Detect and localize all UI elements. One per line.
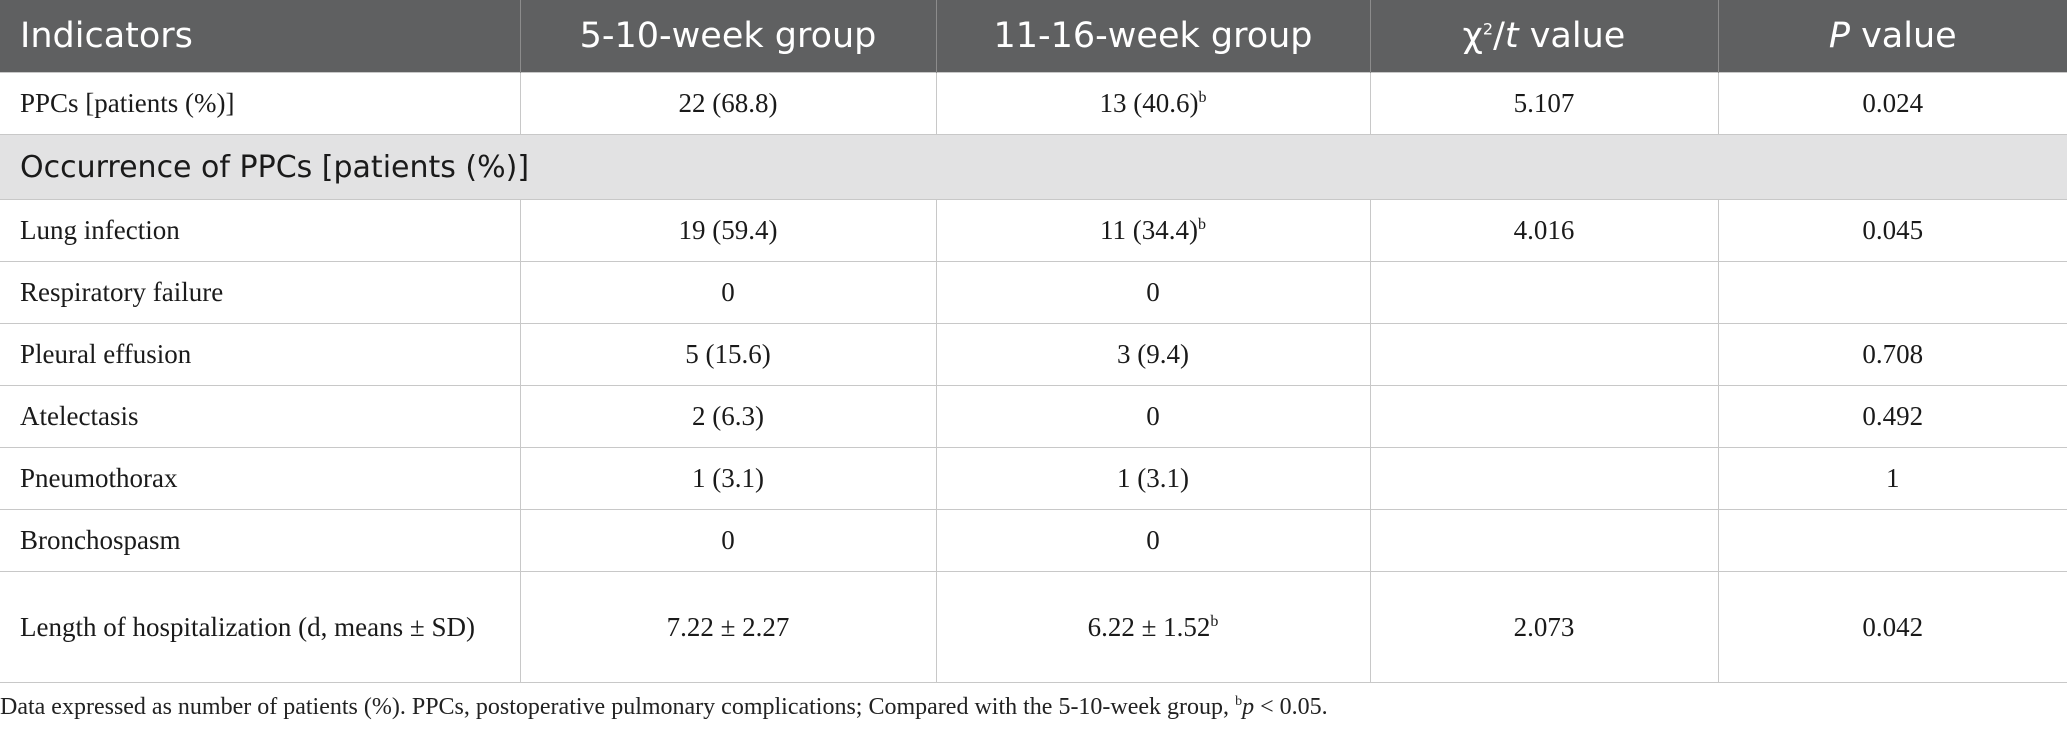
- results-table: Indicators 5-10-week group 11-16-week gr…: [0, 0, 2067, 683]
- group2-value: 0: [1146, 277, 1160, 307]
- header-indicators: Indicators: [0, 0, 521, 73]
- table-body: PPCs [patients (%)] 22 (68.8) 13 (40.6)b…: [0, 72, 2067, 683]
- group1-cell: 1 (3.1): [519, 447, 937, 510]
- statistic-cell: 2.073: [1369, 571, 1719, 683]
- header-chi-symbol: χ: [1462, 16, 1483, 56]
- group2-value: 11 (34.4): [1100, 215, 1198, 245]
- table-row: Lung infection 19 (59.4) 11 (34.4)b 4.01…: [0, 199, 2067, 262]
- footnote-text: Data expressed as number of patients (%)…: [0, 694, 1236, 720]
- statistic-cell: 4.016: [1369, 199, 1719, 262]
- header-group1: 5-10-week group: [520, 0, 937, 73]
- table-row: PPCs [patients (%)] 22 (68.8) 13 (40.6)b…: [0, 72, 2067, 135]
- p-value-cell: 0.492: [1717, 385, 2067, 448]
- indicator-cell: Bronchospasm: [0, 509, 521, 572]
- statistic-cell: 5.107: [1369, 72, 1719, 135]
- section-row: Occurrence of PPCs [patients (%)]: [0, 134, 2067, 200]
- group2-value: 0: [1146, 525, 1160, 555]
- table-row: Pneumothorax 1 (3.1) 1 (3.1) 1: [0, 447, 2067, 510]
- group2-cell: 11 (34.4)b: [935, 199, 1371, 262]
- table-row: Bronchospasm 0 0: [0, 509, 2067, 572]
- results-table-container: Indicators 5-10-week group 11-16-week gr…: [0, 0, 2067, 683]
- group2-cell: 0: [935, 261, 1371, 324]
- header-p-value-label: value: [1849, 16, 1957, 56]
- group2-value: 1 (3.1): [1117, 463, 1189, 493]
- footnote-superscript: b: [1235, 694, 1243, 709]
- indicator-cell: PPCs [patients (%)]: [0, 72, 521, 135]
- statistic-cell: [1369, 385, 1719, 448]
- table-footnote: Data expressed as number of patients (%)…: [0, 694, 1328, 721]
- header-slash: /: [1493, 16, 1505, 56]
- group1-cell: 0: [519, 509, 937, 572]
- group1-cell: 19 (59.4): [519, 199, 937, 262]
- indicator-cell: Atelectasis: [0, 385, 521, 448]
- group2-value: 6.22 ± 1.52: [1087, 611, 1211, 642]
- header-t-symbol: t: [1504, 16, 1519, 56]
- significance-superscript: b: [1198, 89, 1207, 106]
- group2-cell: 6.22 ± 1.52b: [935, 571, 1371, 683]
- section-heading: Occurrence of PPCs [patients (%)]: [0, 134, 2067, 200]
- header-group2: 11-16-week group: [936, 0, 1371, 73]
- group2-cell: 13 (40.6)b: [935, 72, 1371, 135]
- table-row: Length of hospitalization (d, means ± SD…: [0, 571, 2067, 683]
- p-value-cell: 0.042: [1717, 571, 2067, 683]
- statistic-cell: [1369, 261, 1719, 324]
- indicator-cell: Length of hospitalization (d, means ± SD…: [0, 571, 521, 683]
- header-p-value: P value: [1718, 0, 2067, 73]
- significance-superscript: b: [1210, 612, 1219, 630]
- significance-superscript: b: [1197, 216, 1206, 233]
- group2-value: 3 (9.4): [1117, 339, 1189, 369]
- header-stat-value-label: value: [1518, 16, 1626, 56]
- group1-cell: 5 (15.6): [519, 323, 937, 386]
- group2-value: 13 (40.6): [1099, 88, 1199, 118]
- statistic-cell: [1369, 447, 1719, 510]
- group2-value: 0: [1146, 401, 1160, 431]
- table-header-row: Indicators 5-10-week group 11-16-week gr…: [0, 0, 2067, 73]
- indicator-cell: Pneumothorax: [0, 447, 521, 510]
- table-row: Atelectasis 2 (6.3) 0 0.492: [0, 385, 2067, 448]
- indicator-cell: Pleural effusion: [0, 323, 521, 386]
- group1-cell: 0: [519, 261, 937, 324]
- indicator-cell: Respiratory failure: [0, 261, 521, 324]
- header-statistic: χ2/t value: [1370, 0, 1719, 73]
- p-value-cell: 0.708: [1717, 323, 2067, 386]
- header-p-letter: P: [1828, 16, 1850, 56]
- group2-cell: 1 (3.1): [935, 447, 1371, 510]
- footnote-p-symbol: p: [1242, 694, 1255, 720]
- p-value-cell: [1717, 261, 2067, 324]
- statistic-cell: [1369, 323, 1719, 386]
- indicator-cell: Lung infection: [0, 199, 521, 262]
- group2-cell: 3 (9.4): [935, 323, 1371, 386]
- statistic-cell: [1369, 509, 1719, 572]
- p-value-cell: 0.045: [1717, 199, 2067, 262]
- table-row: Respiratory failure 0 0: [0, 261, 2067, 324]
- group2-cell: 0: [935, 509, 1371, 572]
- group2-cell: 0: [935, 385, 1371, 448]
- group1-cell: 7.22 ± 2.27: [519, 571, 937, 683]
- group1-cell: 2 (6.3): [519, 385, 937, 448]
- footnote-tail: < 0.05.: [1254, 694, 1328, 720]
- header-chi-squared-superscript: 2: [1482, 19, 1494, 39]
- table-row: Pleural effusion 5 (15.6) 3 (9.4) 0.708: [0, 323, 2067, 386]
- p-value-cell: 1: [1717, 447, 2067, 510]
- p-value-cell: [1717, 509, 2067, 572]
- group1-cell: 22 (68.8): [519, 72, 937, 135]
- p-value-cell: 0.024: [1717, 72, 2067, 135]
